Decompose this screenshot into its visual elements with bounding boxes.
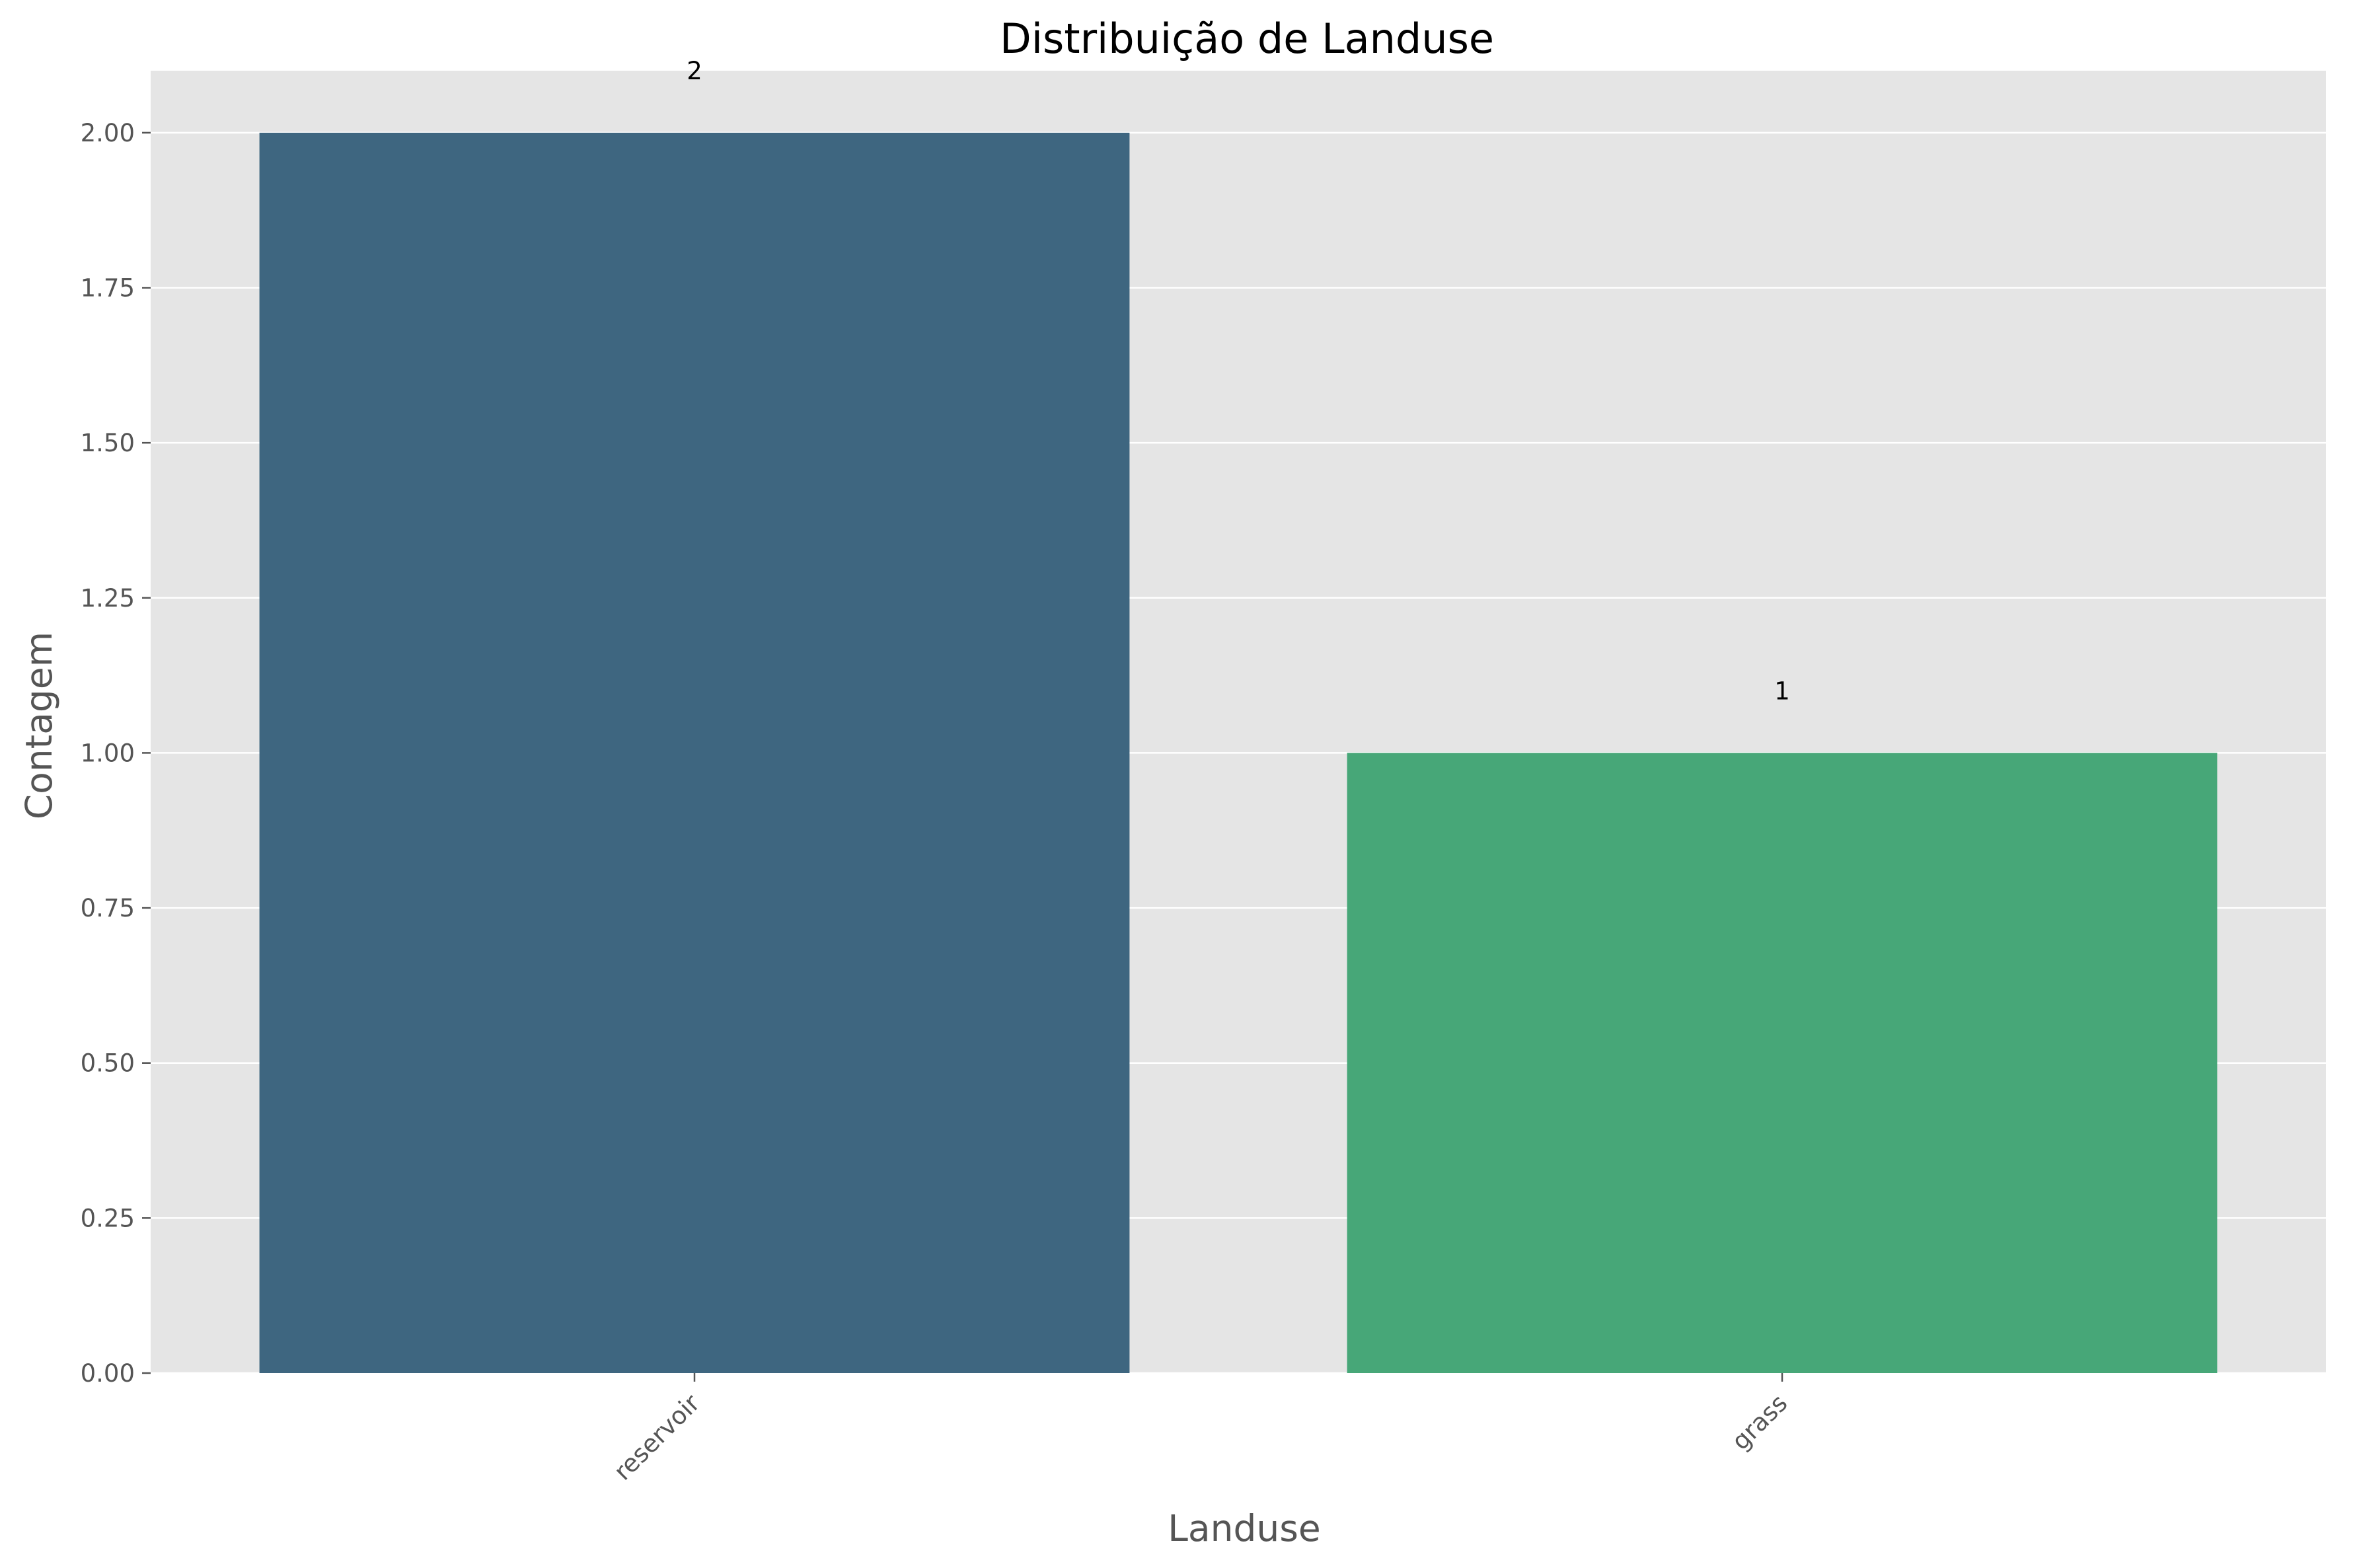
y-tick-label: 2.00 <box>81 119 135 147</box>
x-axis-label: Landuse <box>1168 1507 1320 1549</box>
x-tick-label: reservoir <box>609 1388 706 1485</box>
y-tick-label: 1.50 <box>81 429 135 457</box>
x-tick-label: grass <box>1726 1389 1793 1456</box>
chart-title: Distribuição de Landuse <box>1000 15 1494 63</box>
y-axis-label: Contagem <box>18 632 60 820</box>
bar-reservoir <box>259 132 1130 1373</box>
y-tick-label: 1.25 <box>81 584 135 613</box>
y-tick-label: 0.25 <box>81 1204 135 1232</box>
y-tick-label: 0.75 <box>81 894 135 922</box>
y-tick-label: 1.75 <box>81 274 135 303</box>
y-tick-label: 0.00 <box>81 1359 135 1388</box>
bars <box>259 132 2218 1373</box>
data-label: 1 <box>1774 677 1790 706</box>
y-tick-label: 1.00 <box>81 739 135 767</box>
y-tick-label: 0.50 <box>81 1049 135 1078</box>
x-axis: reservoir grass <box>609 1373 1793 1486</box>
data-labels: 21 <box>687 57 1790 706</box>
y-axis: 0.00 0.25 0.50 0.75 1.00 1.25 1.50 1.75 2.00 <box>81 119 151 1388</box>
data-label: 2 <box>687 57 702 85</box>
bar-grass <box>1347 753 2218 1373</box>
